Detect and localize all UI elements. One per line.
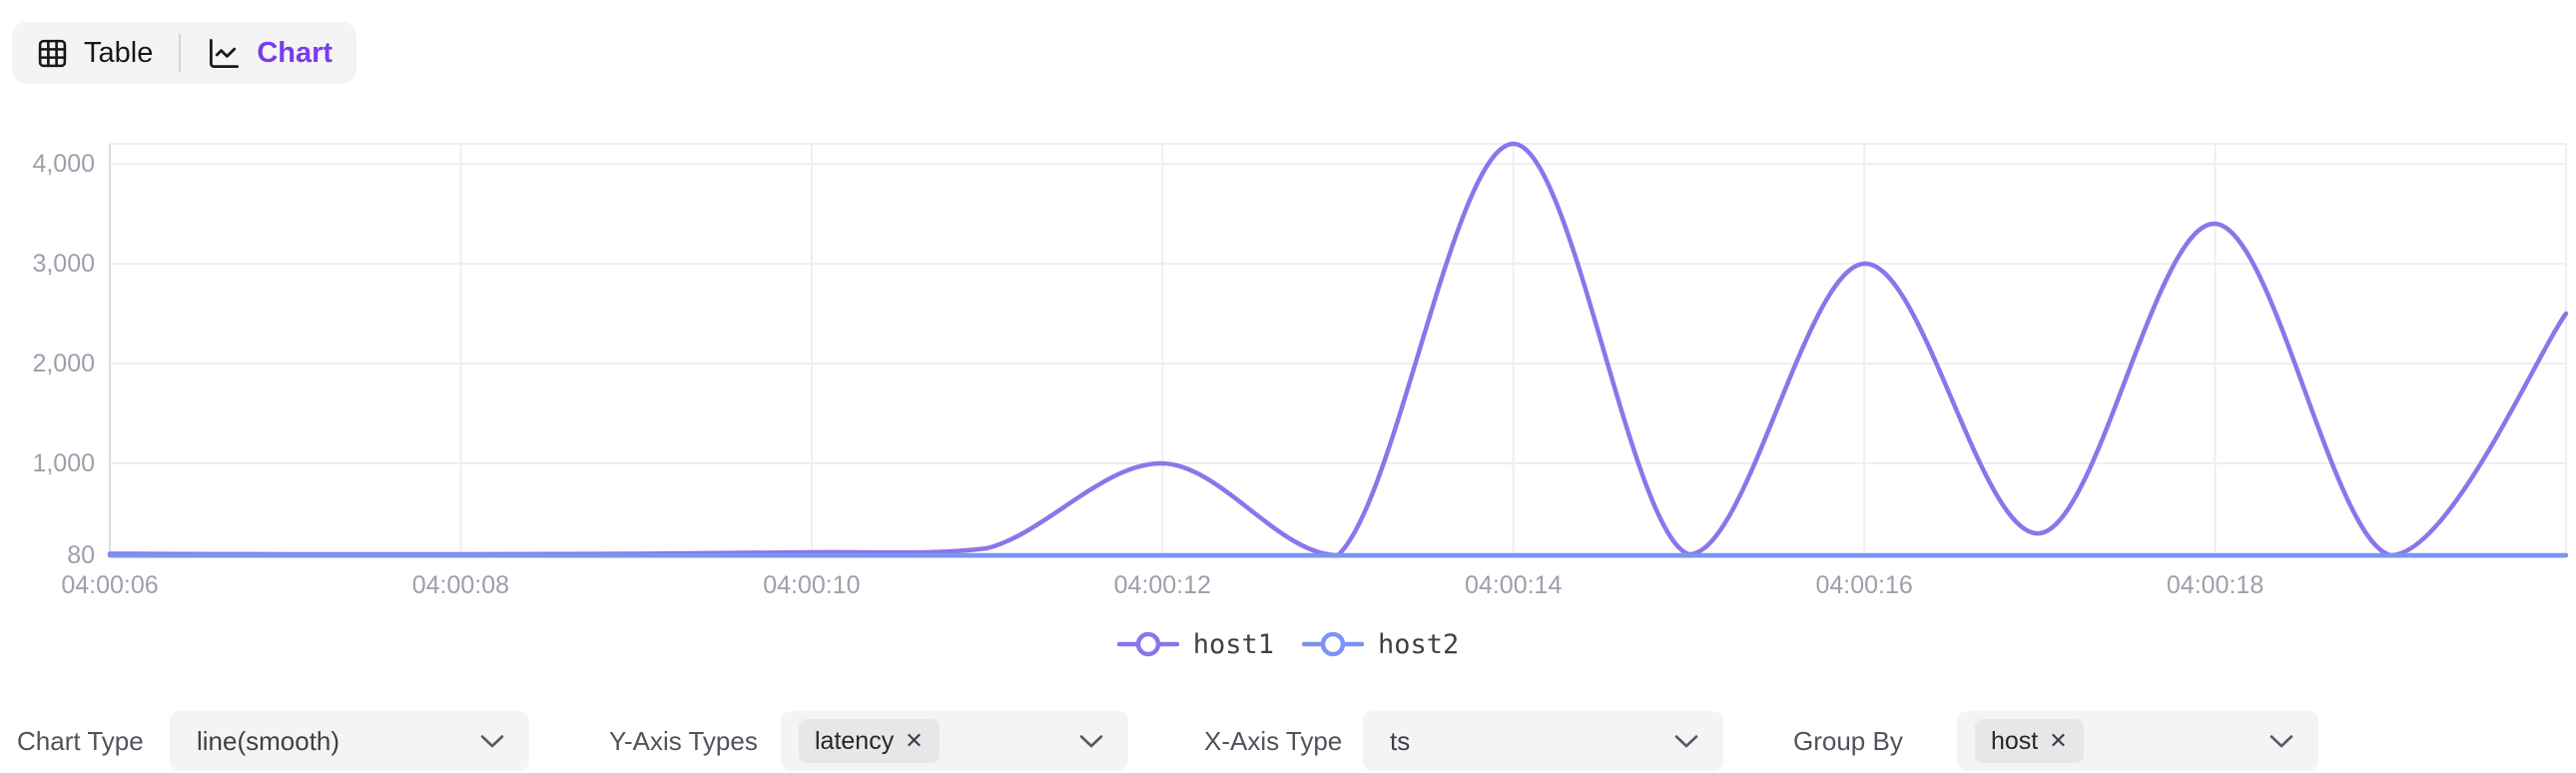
series-host1 xyxy=(107,141,2569,558)
group-by-label: Group By xyxy=(1793,726,1903,756)
table-tab-label: Table xyxy=(84,37,154,69)
x-tick-label: 04:00:18 xyxy=(2167,571,2263,599)
view-toggle: Table Chart xyxy=(12,22,357,84)
chart-type-value: line(smooth) xyxy=(197,725,340,756)
chart-type-select[interactable]: line(smooth) xyxy=(170,711,529,771)
y-tick-label: 80 xyxy=(67,541,95,569)
y-tick-label: 1,000 xyxy=(32,449,95,477)
y-tick-label: 3,000 xyxy=(32,250,95,278)
legend-marker-host1 xyxy=(1116,631,1179,657)
legend-item-host2[interactable]: host2 xyxy=(1302,628,1459,660)
table-icon xyxy=(38,39,67,67)
tab-chart[interactable]: Chart xyxy=(207,22,332,84)
chevron-down-icon xyxy=(1674,735,1698,748)
y-axis-types-label: Y-Axis Types xyxy=(609,726,758,756)
x-tick-label: 04:00:14 xyxy=(1465,571,1562,599)
legend-label-host2: host2 xyxy=(1378,628,1460,660)
x-tick-label: 04:00:16 xyxy=(1815,571,1912,599)
group-by-select[interactable]: host ✕ xyxy=(1957,711,2318,771)
y-axis-tag-latency[interactable]: latency ✕ xyxy=(799,719,940,763)
group-by-tag-text: host xyxy=(1991,726,2039,755)
remove-tag-icon[interactable]: ✕ xyxy=(2049,728,2068,753)
tab-table[interactable]: Table xyxy=(36,22,153,84)
chart-type-label: Chart Type xyxy=(17,726,144,756)
remove-tag-icon[interactable]: ✕ xyxy=(905,728,924,753)
chevron-down-icon xyxy=(1079,735,1103,748)
x-axis-type-label: X-Axis Type xyxy=(1204,726,1343,756)
toggle-divider xyxy=(179,34,182,72)
chart-tab-label: Chart xyxy=(257,37,333,69)
legend-marker-host2 xyxy=(1302,631,1364,657)
legend-item-host1[interactable]: host1 xyxy=(1116,628,1274,660)
chevron-down-icon xyxy=(480,735,504,748)
latency-line-chart[interactable]: 80 1,000 2,000 3,000 4,000 04:00:06 04:00:08 04… xyxy=(0,130,2576,609)
x-axis-type-select[interactable]: ts xyxy=(1363,711,1723,771)
legend-label-host1: host1 xyxy=(1192,628,1274,660)
x-tick-label: 04:00:08 xyxy=(412,571,509,599)
x-tick-label: 04:00:06 xyxy=(61,571,158,599)
y-tick-label: 4,000 xyxy=(32,150,95,178)
chart-legend: host1 host2 xyxy=(0,617,2576,671)
x-tick-label: 04:00:12 xyxy=(1114,571,1211,599)
y-tick-label: 2,000 xyxy=(32,350,95,378)
x-tick-label: 04:00:10 xyxy=(763,571,860,599)
chevron-down-icon xyxy=(2269,735,2293,748)
group-by-tag-host[interactable]: host ✕ xyxy=(1975,719,2084,763)
y-axis-tag-text: latency xyxy=(815,726,895,755)
line-chart-icon xyxy=(210,38,240,68)
x-axis-type-value: ts xyxy=(1390,725,1411,756)
y-axis-types-select[interactable]: latency ✕ xyxy=(781,711,1128,771)
